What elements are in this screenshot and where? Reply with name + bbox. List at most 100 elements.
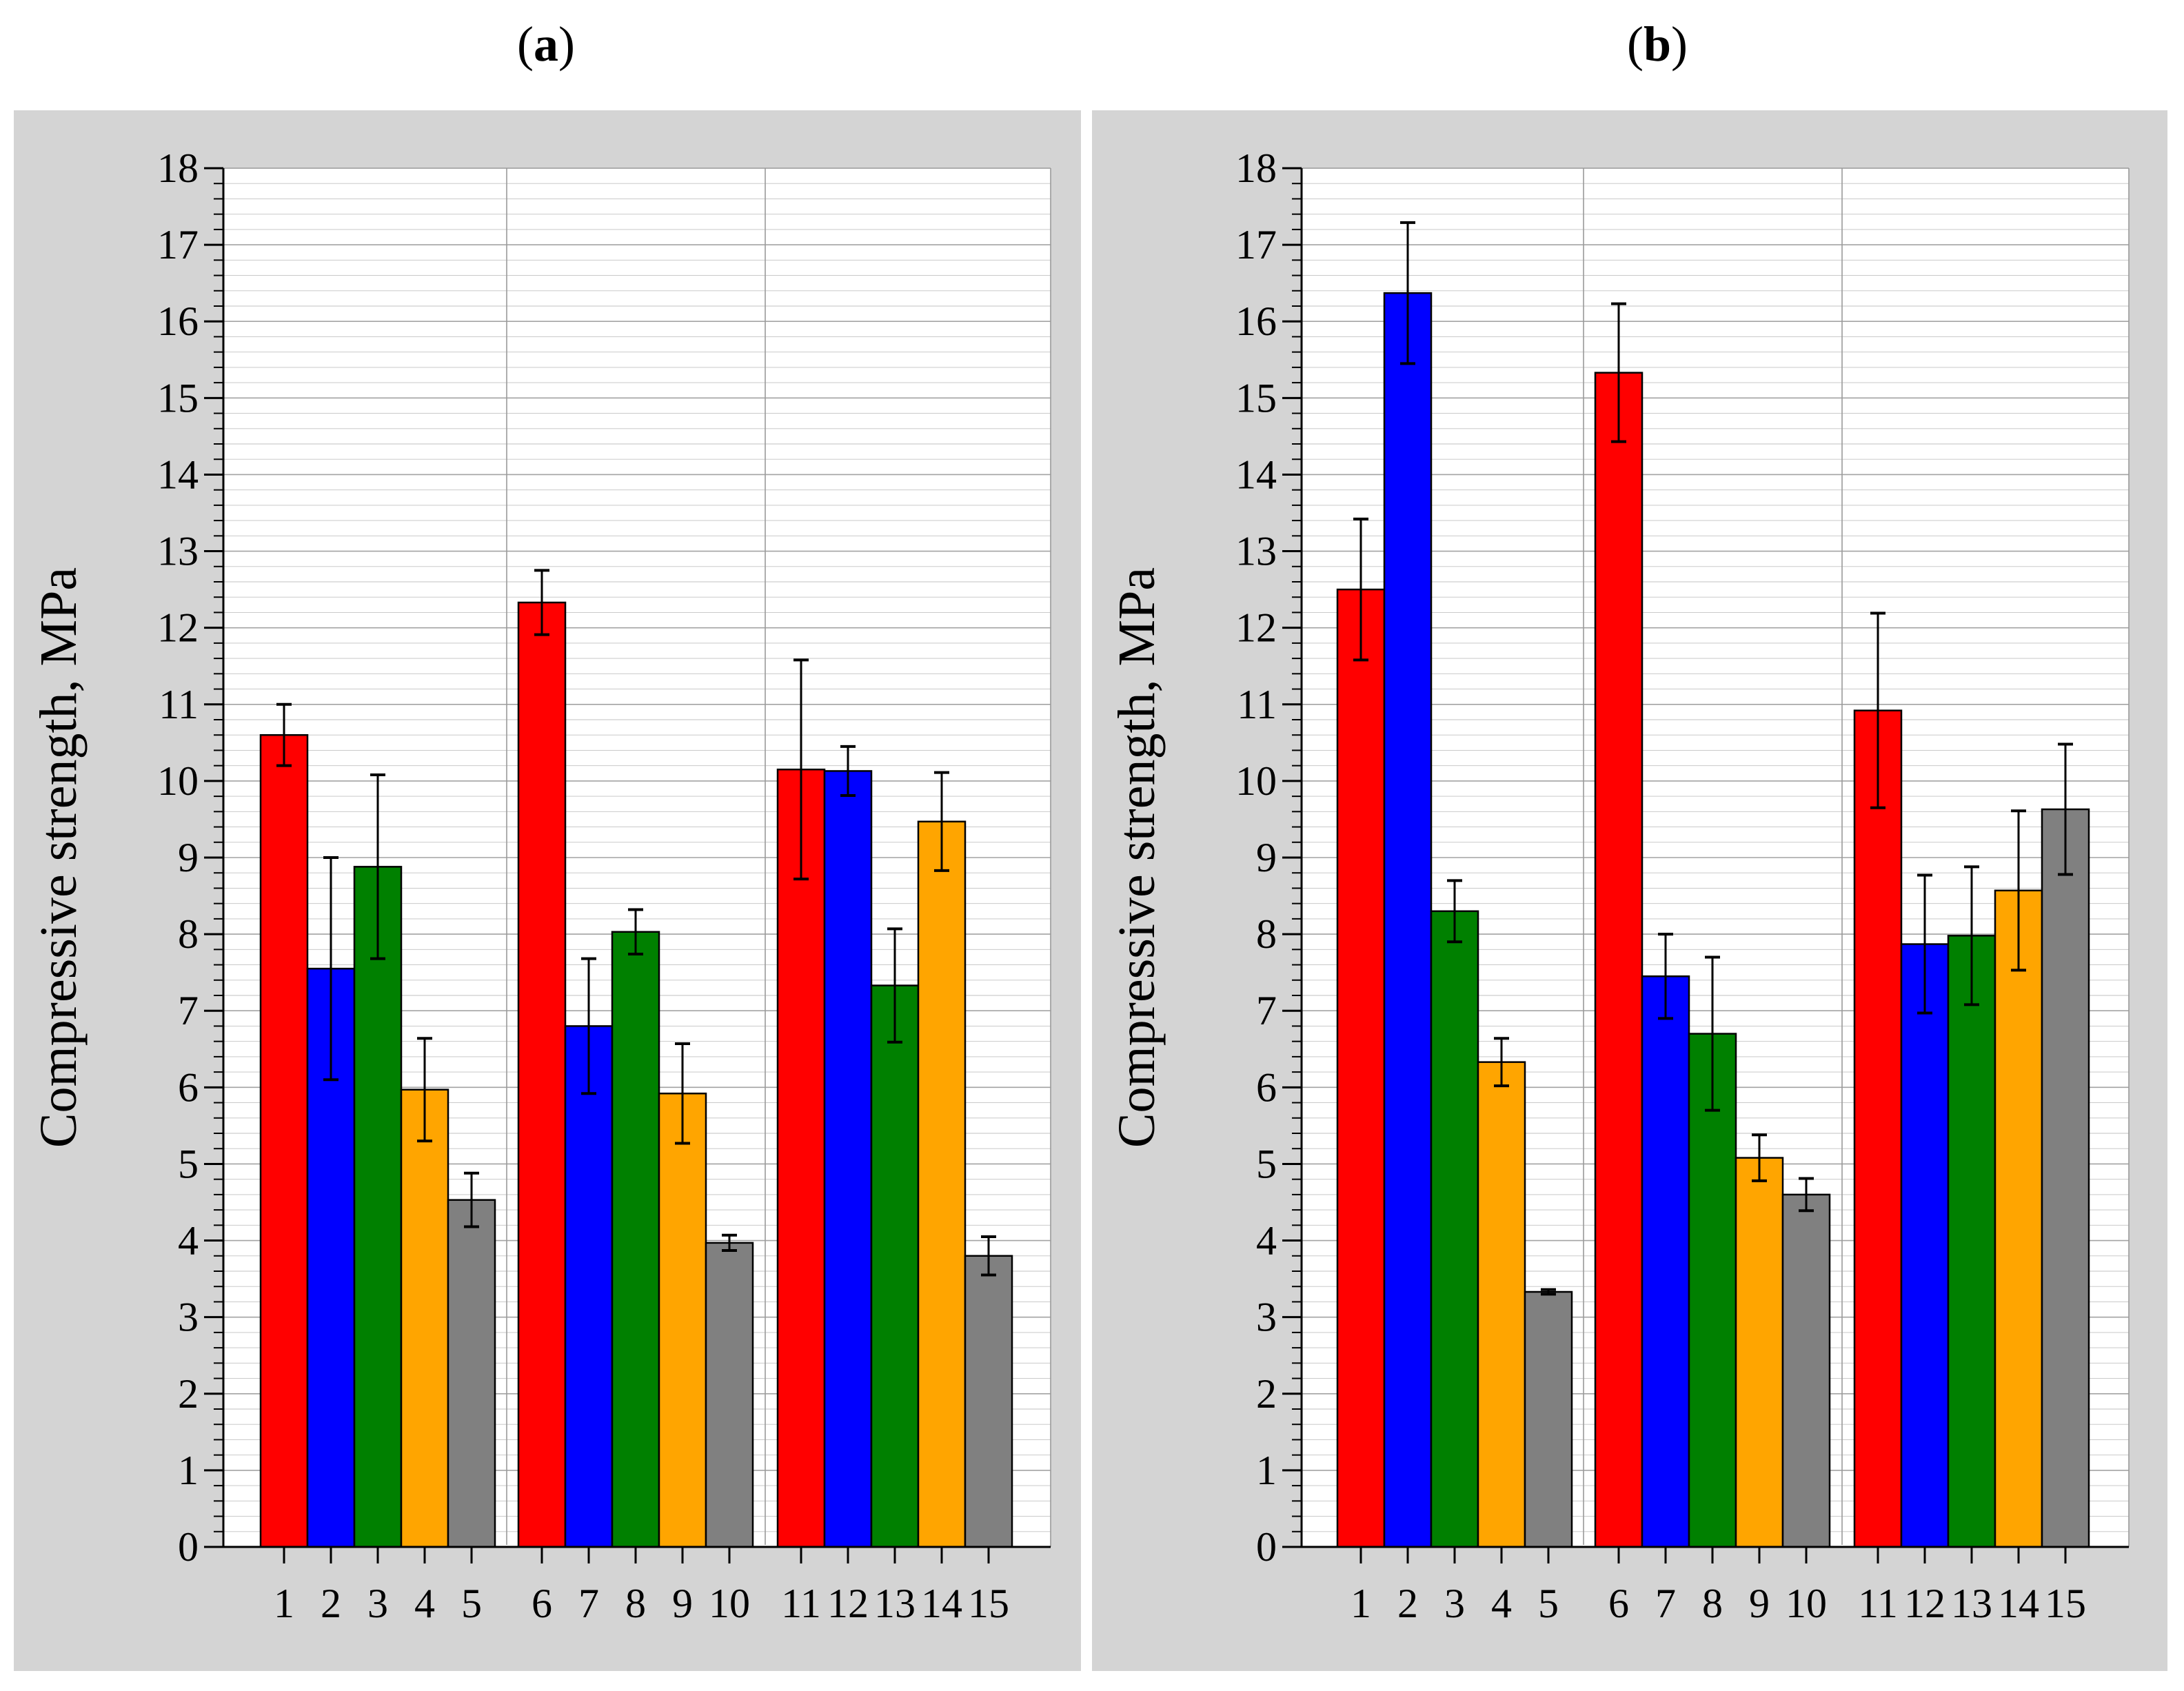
x-tick-label: 13 [874, 1581, 916, 1626]
y-tick-label: 7 [1256, 988, 1277, 1033]
y-tick-label: 4 [1256, 1218, 1277, 1264]
bar [823, 770, 873, 1548]
bar [2041, 808, 2090, 1548]
bar [917, 820, 967, 1548]
y-tick-label: 5 [178, 1141, 199, 1186]
bar [1900, 943, 1950, 1548]
x-tick-label: 7 [1655, 1581, 1676, 1626]
chart-panel-a: (a)0123456789101112131415161718Compressi… [14, 17, 1081, 1671]
y-axis-title: Compressive strength, MPa [1108, 567, 1166, 1148]
x-tick-label: 5 [1538, 1581, 1559, 1626]
bar [1594, 372, 1644, 1548]
y-tick-label: 6 [178, 1064, 199, 1110]
y-tick-label: 8 [178, 911, 199, 957]
y-tick-label: 3 [178, 1295, 199, 1340]
panel-label-open: ( [517, 17, 534, 72]
x-tick-label: 5 [461, 1581, 482, 1626]
x-tick-label: 12 [827, 1581, 869, 1626]
x-tick-label: 3 [367, 1581, 388, 1626]
panel-label-open: ( [1627, 17, 1644, 72]
bar [964, 1255, 1013, 1548]
x-tick-label: 7 [578, 1581, 599, 1626]
x-tick-label: 9 [1749, 1581, 1770, 1626]
y-tick-label: 13 [1235, 529, 1277, 574]
y-tick-label: 18 [157, 145, 199, 191]
panel-label-letter: b [1644, 17, 1671, 72]
y-tick-label: 1 [178, 1448, 199, 1493]
y-tick-label: 15 [157, 375, 199, 421]
y-tick-label: 15 [1235, 375, 1277, 421]
x-tick-label: 4 [414, 1581, 435, 1626]
y-axis-title: Compressive strength, MPa [30, 567, 88, 1148]
y-tick-label: 4 [178, 1218, 199, 1264]
y-tick-label: 7 [178, 988, 199, 1033]
x-tick-label: 4 [1491, 1581, 1512, 1626]
y-tick-label: 6 [1256, 1064, 1277, 1110]
y-tick-label: 2 [1256, 1371, 1277, 1417]
x-tick-label: 1 [1351, 1581, 1371, 1626]
y-tick-label: 16 [157, 298, 199, 344]
y-tick-label: 11 [159, 682, 199, 727]
x-tick-label: 12 [1904, 1581, 1945, 1626]
bar [1524, 1290, 1573, 1548]
x-tick-label: 13 [1951, 1581, 1992, 1626]
x-tick-label: 2 [1397, 1581, 1418, 1626]
bar [564, 1025, 614, 1548]
y-tick-label: 1 [1256, 1448, 1277, 1493]
x-tick-label: 10 [1786, 1581, 1827, 1626]
bar [611, 931, 660, 1548]
bar [1430, 910, 1479, 1548]
x-tick-label: 1 [274, 1581, 294, 1626]
y-tick-label: 0 [1256, 1524, 1277, 1570]
y-tick-label: 13 [157, 529, 199, 574]
panel-label: (a) [517, 17, 575, 72]
bar [1336, 588, 1386, 1548]
y-tick-label: 14 [1235, 452, 1277, 497]
y-tick-label: 9 [1256, 835, 1277, 880]
x-tick-label: 8 [1702, 1581, 1723, 1626]
y-tick-label: 12 [157, 605, 199, 651]
bar [1853, 709, 1903, 1548]
panel-label: (b) [1627, 17, 1688, 72]
bar [517, 601, 567, 1548]
y-tick-label: 5 [1256, 1141, 1277, 1186]
bar [1641, 975, 1690, 1548]
y-tick-label: 8 [1256, 911, 1277, 957]
x-tick-label: 6 [1608, 1581, 1629, 1626]
y-tick-label: 18 [1235, 145, 1277, 191]
bar [776, 768, 826, 1548]
panel-label-close: ) [558, 17, 575, 72]
x-tick-label: 14 [1998, 1581, 2039, 1626]
x-tick-label: 9 [672, 1581, 693, 1626]
x-tick-label: 15 [2045, 1581, 2086, 1626]
y-tick-label: 3 [1256, 1295, 1277, 1340]
y-tick-label: 14 [157, 452, 199, 497]
bar [1781, 1193, 1831, 1548]
x-tick-label: 3 [1444, 1581, 1465, 1626]
y-tick-label: 11 [1237, 682, 1277, 727]
x-tick-label: 10 [709, 1581, 750, 1626]
x-tick-label: 14 [921, 1581, 962, 1626]
bar [658, 1092, 707, 1548]
bar [1994, 889, 2043, 1548]
y-tick-label: 9 [178, 835, 199, 880]
x-tick-label: 8 [625, 1581, 646, 1626]
x-tick-label: 2 [321, 1581, 341, 1626]
y-tick-label: 16 [1235, 298, 1277, 344]
y-tick-label: 10 [157, 758, 199, 804]
bar [870, 984, 920, 1548]
bar [400, 1088, 449, 1548]
chart-panel-b: (b)0123456789101112131415161718Compressi… [1092, 17, 2167, 1671]
y-tick-label: 17 [157, 222, 199, 267]
bar [1947, 935, 1996, 1548]
x-tick-label: 6 [532, 1581, 552, 1626]
panel-label-letter: a [534, 17, 558, 72]
bar [1383, 292, 1433, 1548]
bar [447, 1199, 496, 1548]
y-tick-label: 0 [178, 1524, 199, 1570]
bar [353, 866, 403, 1548]
x-tick-label: 11 [1858, 1581, 1898, 1626]
bar [259, 733, 309, 1548]
y-tick-label: 2 [178, 1371, 199, 1417]
